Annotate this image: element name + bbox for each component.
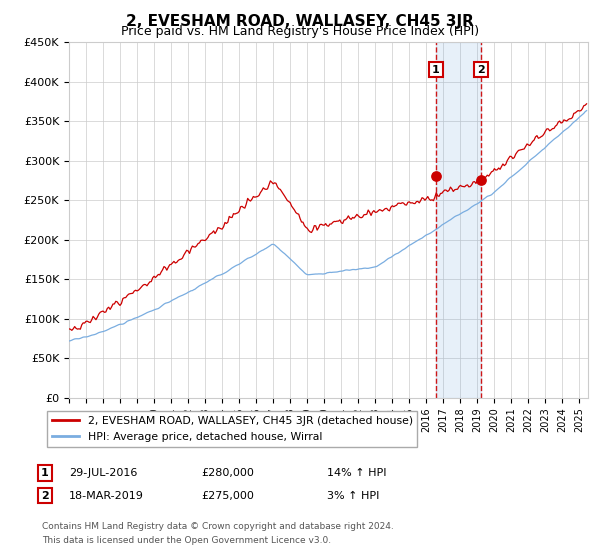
Text: 3% ↑ HPI: 3% ↑ HPI	[327, 491, 379, 501]
Text: This data is licensed under the Open Government Licence v3.0.: This data is licensed under the Open Gov…	[42, 536, 331, 545]
Text: £280,000: £280,000	[201, 468, 254, 478]
Text: Contains HM Land Registry data © Crown copyright and database right 2024.: Contains HM Land Registry data © Crown c…	[42, 522, 394, 531]
Point	[431, 172, 441, 181]
Text: 18-MAR-2019: 18-MAR-2019	[69, 491, 144, 501]
Text: £275,000: £275,000	[201, 491, 254, 501]
Legend: 2, EVESHAM ROAD, WALLASEY, CH45 3JR (detached house), HPI: Average price, detach: 2, EVESHAM ROAD, WALLASEY, CH45 3JR (det…	[47, 412, 417, 447]
Text: 2: 2	[477, 64, 485, 74]
Text: 14% ↑ HPI: 14% ↑ HPI	[327, 468, 386, 478]
Text: 29-JUL-2016: 29-JUL-2016	[69, 468, 137, 478]
Text: Price paid vs. HM Land Registry's House Price Index (HPI): Price paid vs. HM Land Registry's House …	[121, 25, 479, 38]
Text: 1: 1	[41, 468, 49, 478]
Text: 2: 2	[41, 491, 49, 501]
Text: 1: 1	[432, 64, 440, 74]
Point	[476, 176, 486, 185]
Bar	[436, 42, 481, 398]
Text: 2, EVESHAM ROAD, WALLASEY, CH45 3JR: 2, EVESHAM ROAD, WALLASEY, CH45 3JR	[126, 14, 474, 29]
